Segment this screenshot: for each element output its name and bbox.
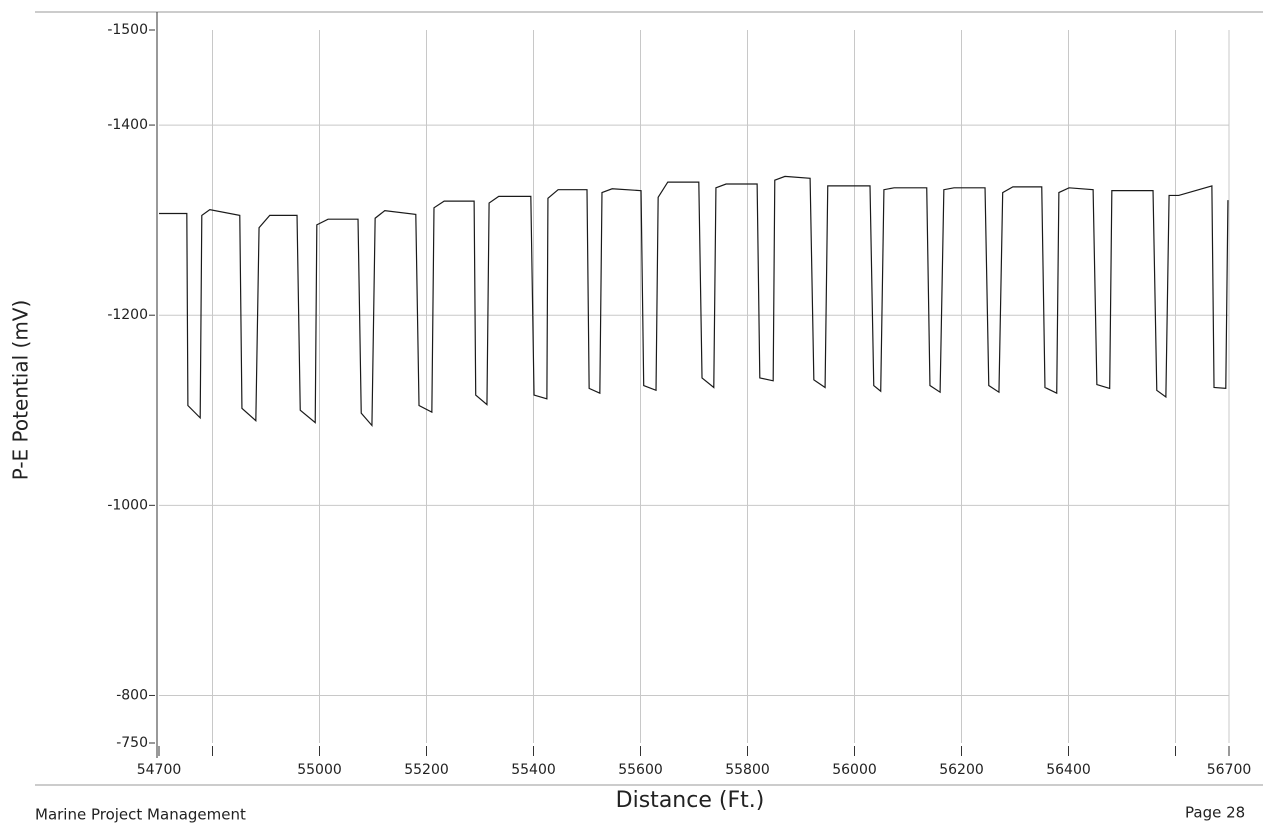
x-tick-label: 55000 (297, 762, 342, 778)
x-tick-label: 56400 (1046, 762, 1091, 778)
data-line (159, 175, 1229, 428)
y-tick-label: -800 (116, 687, 148, 703)
x-tick-label: 56000 (832, 762, 877, 778)
x-tick-label: 54700 (137, 762, 182, 778)
x-tick-label: 56200 (939, 762, 984, 778)
x-tick-label: 55200 (404, 762, 449, 778)
footer-right: Page 28 (1185, 804, 1245, 822)
x-axis-label: Distance (Ft.) (616, 788, 765, 813)
y-tick-label: -1200 (107, 307, 148, 323)
x-tick-label: 56700 (1207, 762, 1252, 778)
y-tick-label: -1500 (107, 22, 148, 38)
y-tick-label: -750 (116, 735, 148, 751)
x-tick-label: 55600 (618, 762, 663, 778)
footer-left: Marine Project Management (35, 806, 246, 823)
y-tick-label: -1000 (107, 497, 148, 513)
y-axis-label: P-E Potential (mV) (9, 300, 33, 481)
x-tick-label: 55400 (511, 762, 556, 778)
x-tick-label: 55800 (725, 762, 770, 778)
y-tick-label: -1400 (107, 117, 148, 133)
